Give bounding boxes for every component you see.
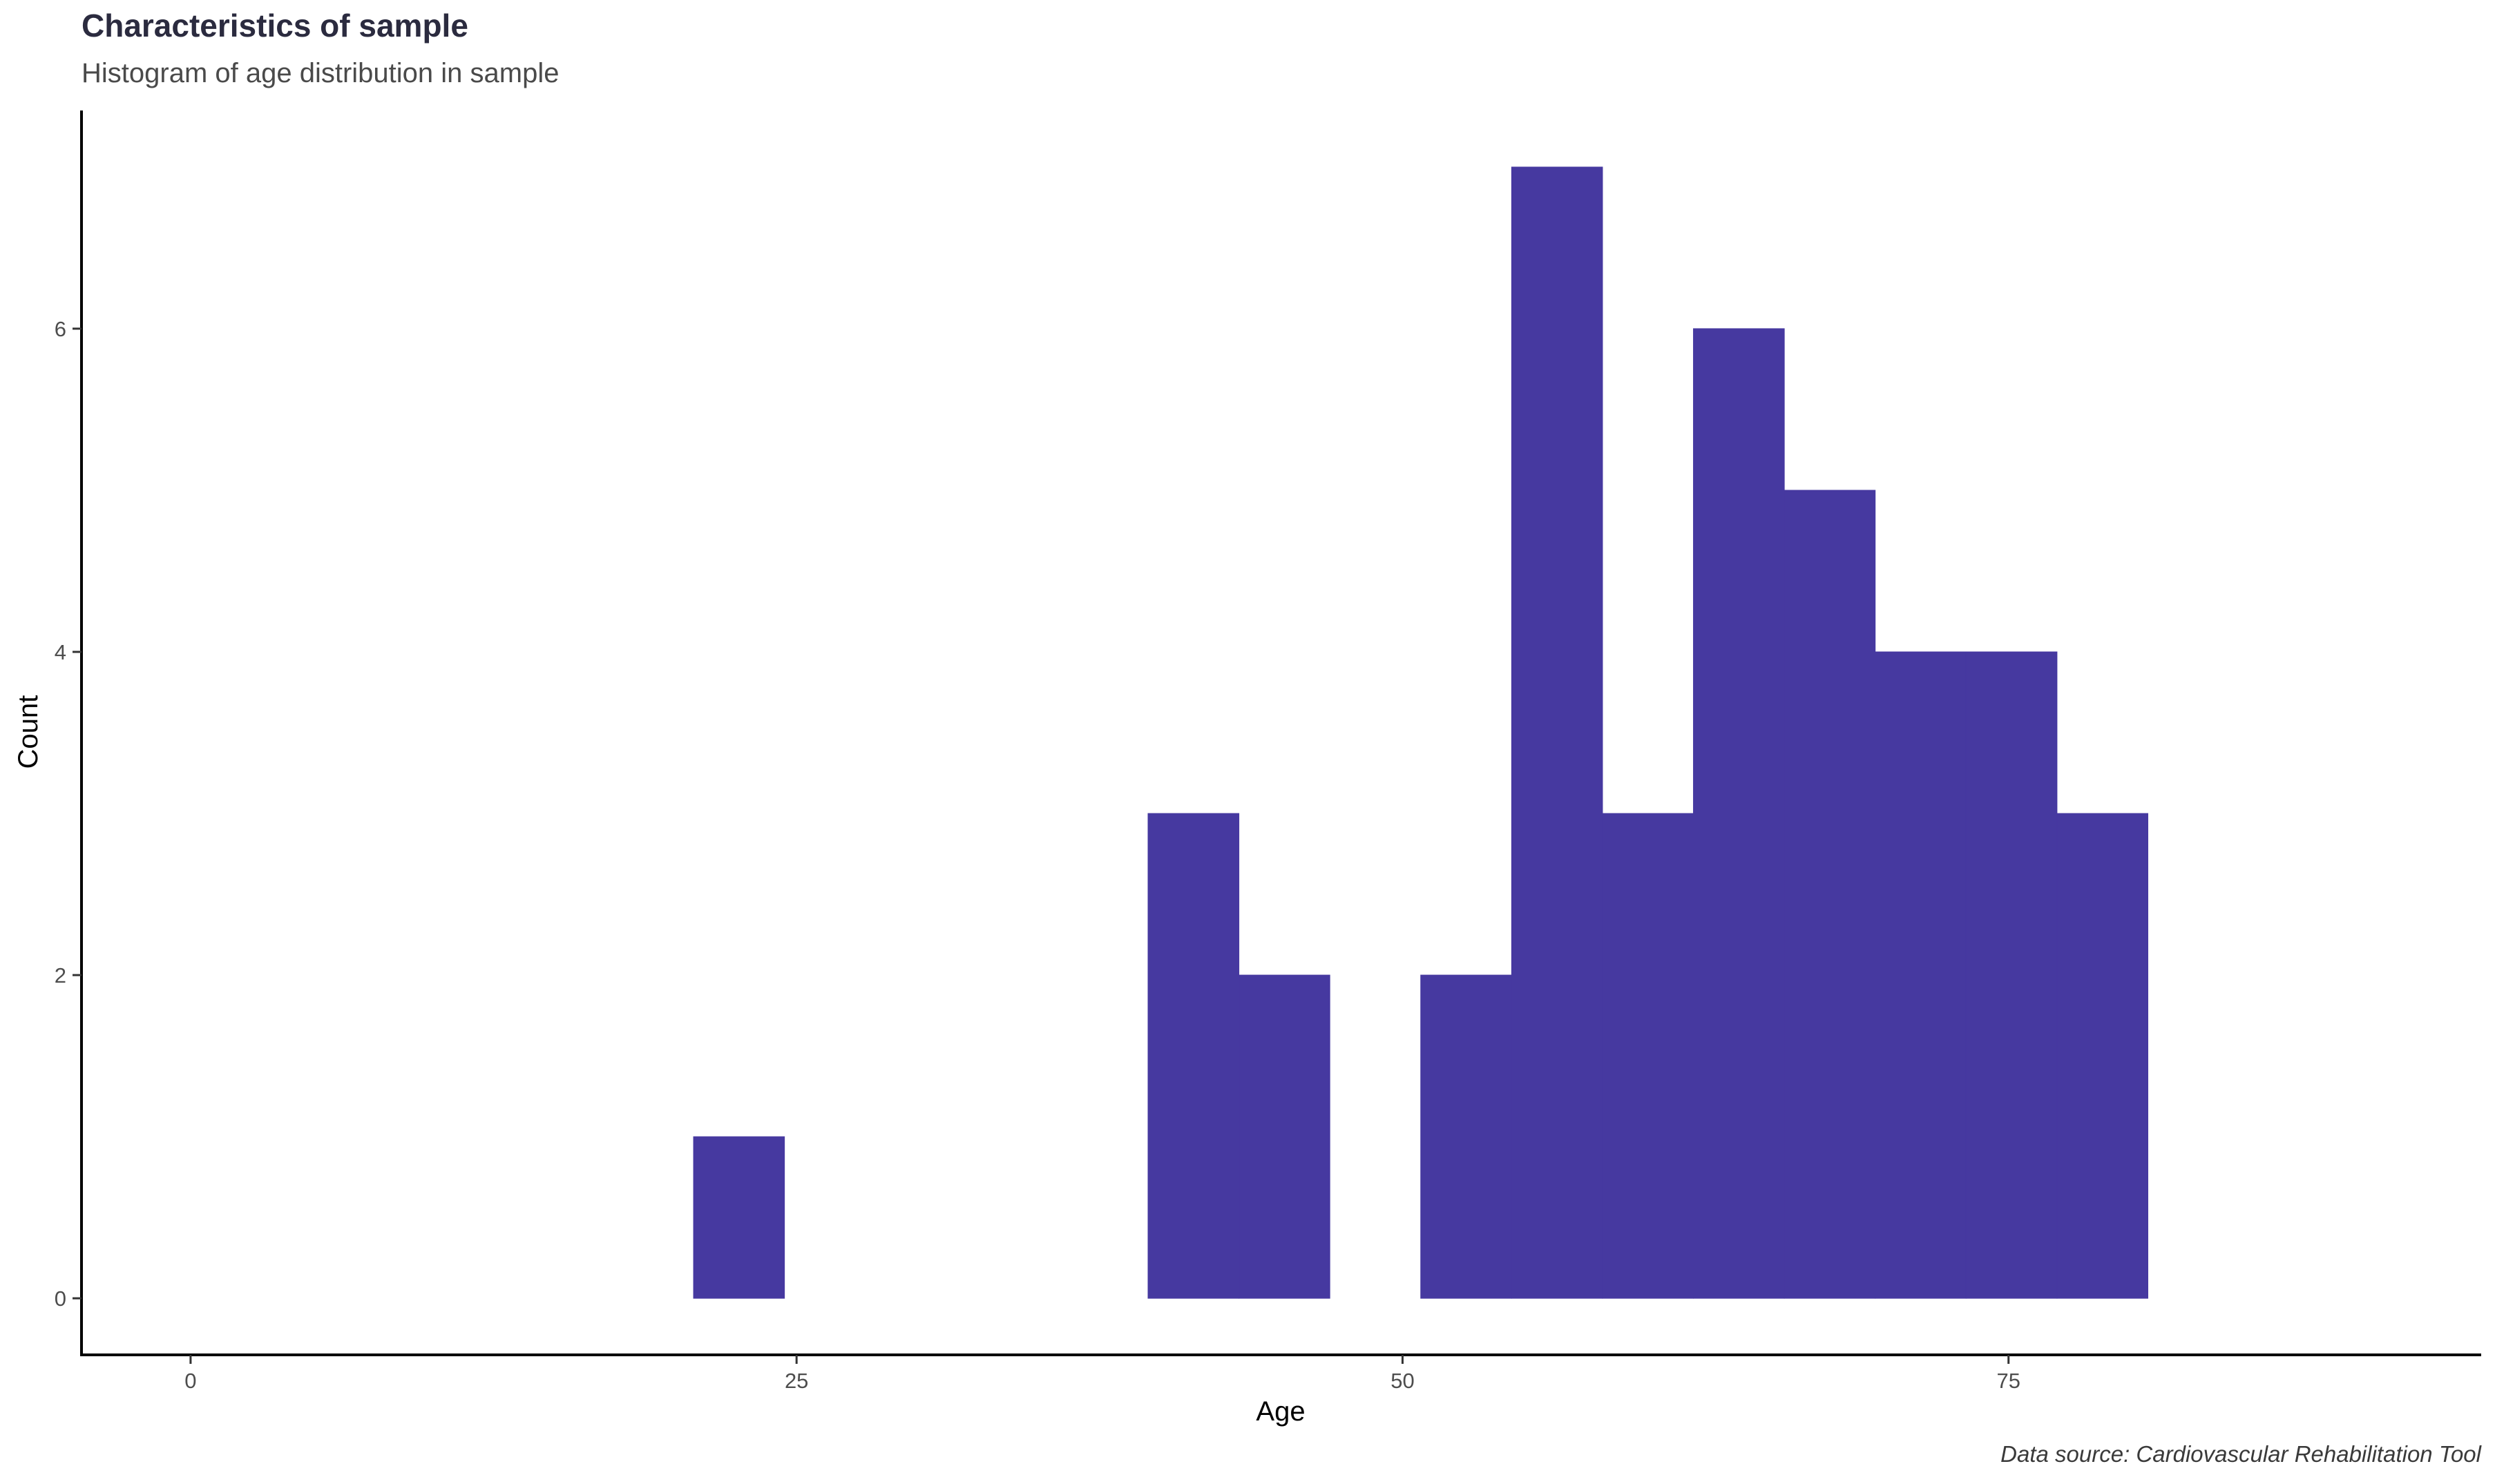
y-tick-label: 4 <box>55 640 66 664</box>
y-tick-label: 6 <box>55 317 66 341</box>
y-axis-title: Count <box>13 695 44 769</box>
y-tick-label: 2 <box>55 963 66 987</box>
histogram-bar <box>2056 813 2149 1299</box>
x-tick-label: 0 <box>184 1369 196 1393</box>
histogram-bar <box>1239 974 1330 1299</box>
x-tick-label: 75 <box>1996 1369 2020 1393</box>
histogram-bar <box>1147 813 1240 1299</box>
histogram-bar <box>1602 813 1694 1299</box>
x-tick-label: 25 <box>785 1369 808 1393</box>
y-axis-ticks: 0 2 4 6 <box>55 317 82 1311</box>
histogram-bar <box>1420 974 1512 1299</box>
bars-group <box>693 166 2149 1299</box>
histogram-bar <box>1784 490 1876 1299</box>
x-tick-label: 50 <box>1390 1369 1414 1393</box>
histogram-bar <box>693 1136 785 1299</box>
histogram-bar <box>1965 651 2058 1299</box>
data-source-caption: Data source: Cardiovascular Rehabilitati… <box>2000 1441 2482 1467</box>
chart-subtitle: Histogram of age distribution in sample <box>82 58 560 88</box>
x-axis-ticks: 0 25 50 75 <box>184 1355 2020 1393</box>
chart-title: Characteristics of sample <box>82 8 468 44</box>
x-axis-title: Age <box>1256 1396 1305 1427</box>
y-tick-label: 0 <box>55 1287 66 1311</box>
histogram-bar <box>1875 651 1967 1299</box>
histogram-bar <box>1693 328 1785 1299</box>
histogram-bar <box>1511 166 1603 1299</box>
